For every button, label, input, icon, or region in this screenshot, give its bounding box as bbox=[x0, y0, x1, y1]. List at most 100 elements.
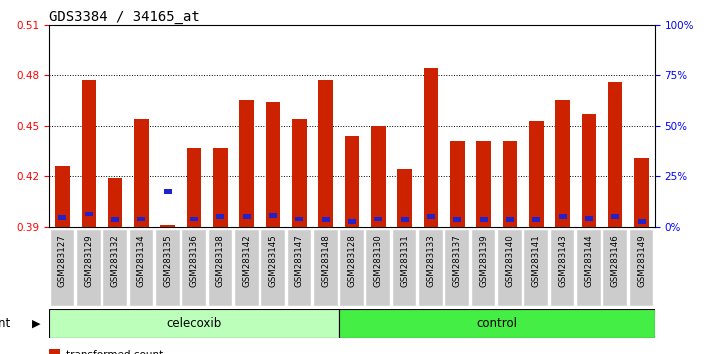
Bar bbox=[269, 213, 277, 218]
Text: GSM283140: GSM283140 bbox=[505, 234, 515, 287]
Bar bbox=[477, 141, 491, 227]
Bar bbox=[345, 136, 359, 227]
Bar bbox=[213, 148, 227, 227]
Bar bbox=[503, 141, 517, 227]
Bar bbox=[611, 214, 620, 219]
Text: GSM283132: GSM283132 bbox=[111, 234, 120, 287]
Bar bbox=[82, 80, 96, 227]
Bar bbox=[111, 217, 119, 222]
Text: GDS3384 / 34165_at: GDS3384 / 34165_at bbox=[49, 10, 200, 24]
Bar bbox=[551, 230, 574, 306]
Bar bbox=[77, 230, 101, 306]
Bar bbox=[401, 217, 408, 222]
Text: GSM283134: GSM283134 bbox=[137, 234, 146, 287]
Text: GSM283147: GSM283147 bbox=[295, 234, 304, 287]
Bar bbox=[51, 230, 75, 306]
Text: GSM283137: GSM283137 bbox=[453, 234, 462, 287]
Bar bbox=[156, 230, 180, 306]
Bar bbox=[608, 82, 622, 227]
Bar bbox=[479, 217, 488, 222]
Text: GSM283136: GSM283136 bbox=[189, 234, 199, 287]
Bar bbox=[164, 189, 172, 194]
Bar bbox=[322, 217, 329, 222]
Bar bbox=[555, 101, 570, 227]
Bar bbox=[216, 214, 225, 219]
Bar bbox=[103, 230, 127, 306]
Bar bbox=[55, 166, 70, 227]
Bar bbox=[367, 230, 390, 306]
Bar bbox=[634, 158, 649, 227]
Bar bbox=[235, 230, 258, 306]
Bar bbox=[506, 217, 514, 222]
Bar bbox=[450, 141, 465, 227]
Text: GSM283133: GSM283133 bbox=[427, 234, 436, 287]
Bar bbox=[424, 69, 438, 227]
Text: GSM283141: GSM283141 bbox=[532, 234, 541, 287]
Bar bbox=[453, 217, 461, 222]
Bar bbox=[524, 230, 548, 306]
Text: GSM283144: GSM283144 bbox=[584, 234, 593, 287]
Bar bbox=[58, 215, 66, 220]
Text: celecoxib: celecoxib bbox=[166, 317, 222, 330]
Text: GSM283127: GSM283127 bbox=[58, 234, 67, 287]
Text: transformed count: transformed count bbox=[66, 350, 163, 354]
Bar bbox=[134, 119, 149, 227]
Bar bbox=[340, 230, 364, 306]
Text: GSM283143: GSM283143 bbox=[558, 234, 567, 287]
Bar bbox=[427, 214, 435, 219]
Bar bbox=[182, 230, 206, 306]
Bar bbox=[585, 216, 593, 221]
Text: GSM283129: GSM283129 bbox=[84, 234, 93, 286]
Bar bbox=[419, 230, 443, 306]
Text: GSM283149: GSM283149 bbox=[637, 234, 646, 286]
Bar bbox=[446, 230, 469, 306]
Text: GSM283131: GSM283131 bbox=[400, 234, 409, 287]
Bar bbox=[208, 230, 232, 306]
Text: GSM283145: GSM283145 bbox=[268, 234, 277, 287]
Text: GSM283130: GSM283130 bbox=[374, 234, 383, 287]
Bar bbox=[261, 230, 285, 306]
Text: ▶: ▶ bbox=[32, 319, 41, 329]
Bar bbox=[49, 309, 339, 338]
Bar bbox=[239, 101, 254, 227]
Bar bbox=[629, 230, 653, 306]
Bar bbox=[318, 80, 333, 227]
Bar bbox=[577, 230, 601, 306]
Bar bbox=[296, 217, 303, 221]
Bar bbox=[49, 349, 60, 354]
Bar bbox=[287, 230, 311, 306]
Bar bbox=[638, 219, 646, 224]
Bar bbox=[314, 230, 337, 306]
Bar bbox=[84, 212, 93, 216]
Bar bbox=[371, 126, 386, 227]
Bar bbox=[243, 214, 251, 219]
Bar bbox=[161, 225, 175, 227]
Bar bbox=[130, 230, 153, 306]
Text: control: control bbox=[477, 317, 517, 330]
Text: GSM283148: GSM283148 bbox=[321, 234, 330, 287]
Bar bbox=[348, 219, 356, 224]
Bar bbox=[582, 114, 596, 227]
Text: GSM283139: GSM283139 bbox=[479, 234, 488, 286]
Text: GSM283146: GSM283146 bbox=[611, 234, 620, 287]
Bar bbox=[375, 217, 382, 221]
Bar bbox=[532, 217, 540, 222]
Bar bbox=[137, 217, 146, 221]
Bar bbox=[292, 119, 307, 227]
Bar bbox=[472, 230, 496, 306]
Bar bbox=[339, 309, 655, 338]
Bar bbox=[393, 230, 417, 306]
Bar bbox=[558, 214, 567, 219]
Bar bbox=[266, 102, 280, 227]
Text: GSM283135: GSM283135 bbox=[163, 234, 172, 287]
Bar bbox=[108, 178, 122, 227]
Text: agent: agent bbox=[0, 317, 11, 330]
Bar bbox=[603, 230, 627, 306]
Text: GSM283138: GSM283138 bbox=[216, 234, 225, 287]
Bar bbox=[529, 121, 543, 227]
Bar bbox=[498, 230, 522, 306]
Bar bbox=[187, 148, 201, 227]
Text: GSM283142: GSM283142 bbox=[242, 234, 251, 287]
Bar bbox=[190, 217, 198, 221]
Text: GSM283128: GSM283128 bbox=[348, 234, 356, 287]
